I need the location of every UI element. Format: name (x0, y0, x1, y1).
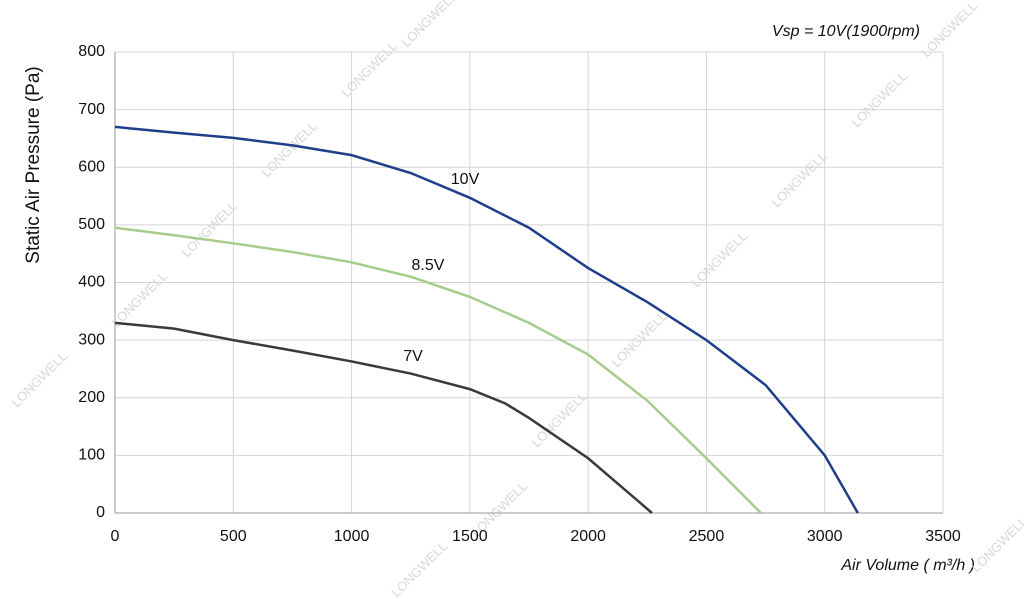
watermark: LONGWELL (768, 148, 830, 210)
y-axis-label: Static Air Pressure (Pa) (23, 66, 44, 263)
line (114, 125, 859, 514)
x-tick-label: 500 (220, 528, 247, 545)
watermark: LONGWELL (968, 513, 1024, 575)
x-tick-label: 3500 (925, 528, 961, 545)
x-tick-label: 0 (111, 528, 120, 545)
watermark: LONGWELL (688, 228, 750, 290)
y-tick-label: 600 (78, 158, 105, 175)
watermark: LONGWELL (918, 0, 980, 60)
y-tick-label: 100 (78, 447, 105, 464)
y-tick-label: 300 (78, 331, 105, 348)
y-tick-label: 800 (78, 43, 105, 60)
watermark: LONGWELL (398, 0, 460, 50)
watermark: LONGWELL (388, 538, 450, 599)
y-tick-label: 400 (78, 274, 105, 291)
watermark: LONGWELL (848, 68, 910, 130)
y-tick-label: 0 (96, 504, 105, 521)
watermark: LONGWELL (108, 268, 170, 330)
watermark: LONGWELL (8, 348, 70, 410)
x-tick-label: 2500 (689, 528, 725, 545)
x-tick-label: 1500 (452, 528, 488, 545)
series-label: 8.5V (412, 257, 445, 274)
x-tick-label: 1000 (334, 528, 370, 545)
line (114, 321, 653, 514)
x-tick-label: 2000 (570, 528, 606, 545)
x-axis-label: Air Volume ( m³/h ) (840, 557, 975, 574)
watermark: LONGWELL (178, 198, 240, 260)
annotation: Vsp = 10V(1900rpm) (772, 23, 920, 40)
series-label: 10V (451, 171, 480, 188)
y-tick-label: 700 (78, 101, 105, 118)
watermark: LONGWELL (608, 308, 670, 370)
watermark: LONGWELL (338, 38, 400, 100)
y-tick-label: 500 (78, 216, 105, 233)
y-tick-label: 200 (78, 389, 105, 406)
line (114, 226, 762, 514)
series-label: 7V (403, 348, 423, 365)
x-tick-label: 3000 (807, 528, 843, 545)
